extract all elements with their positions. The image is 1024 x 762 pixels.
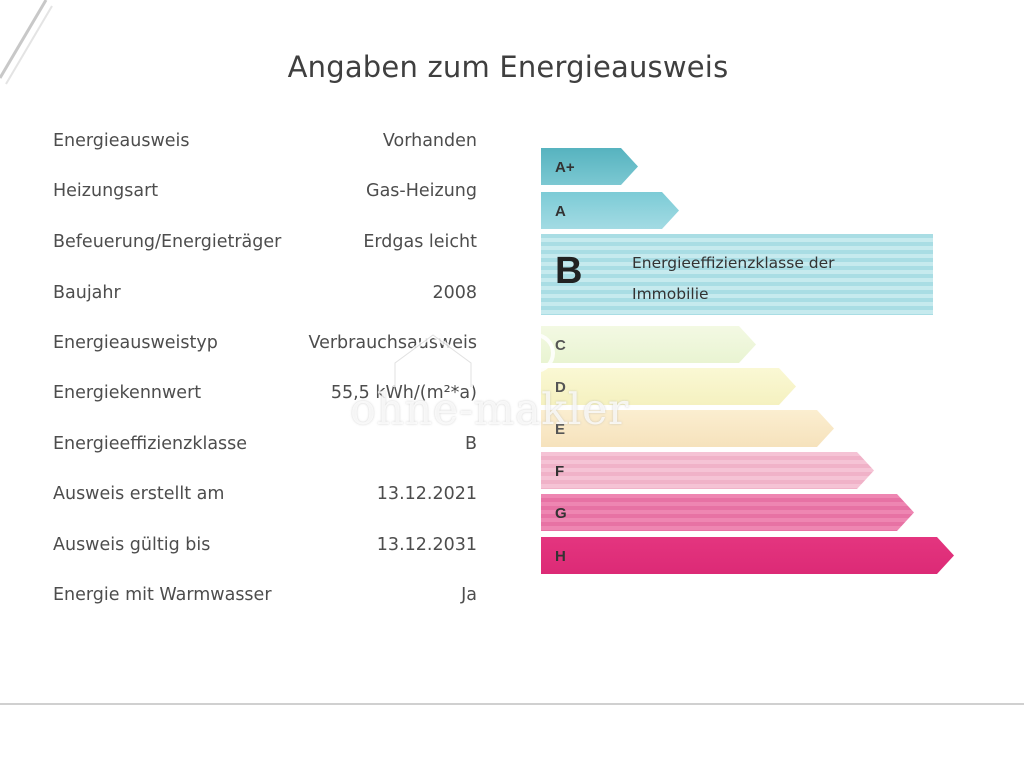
- detail-value: Gas-Heizung: [366, 181, 477, 201]
- detail-label: Energieeffizienzklasse: [53, 434, 248, 454]
- detail-row-warmwasser: Energie mit Warmwasser Ja: [53, 580, 477, 610]
- detail-label: Energie mit Warmwasser: [53, 585, 272, 605]
- detail-label: Energieausweistyp: [53, 333, 218, 353]
- scale-bar-b-current: B Energieeffizienzklasse der Immobilie: [541, 234, 933, 315]
- detail-value: B: [464, 434, 477, 454]
- scale-bar-c: C: [541, 326, 756, 363]
- detail-label: Ausweis gültig bis: [53, 535, 211, 555]
- detail-row-befeuerung: Befeuerung/Energieträger Erdgas leicht: [53, 227, 477, 257]
- scale-bar-f: F: [541, 452, 874, 489]
- detail-label: Energieausweis: [53, 131, 190, 151]
- detail-row-ausweis-erstellt: Ausweis erstellt am 13.12.2021: [53, 479, 477, 509]
- scale-label-g: G: [555, 505, 567, 522]
- detail-label: Heizungsart: [53, 181, 159, 201]
- watermark-logo-icon: [393, 332, 555, 389]
- page-divider: [0, 703, 1024, 705]
- detail-value: Erdgas leicht: [363, 232, 477, 252]
- scale-label-e: E: [555, 421, 566, 438]
- scale-bar-g: G: [541, 494, 914, 531]
- current-class-letter: B: [555, 250, 583, 292]
- detail-row-energiekennwert: Energiekennwert 55,5 kWh/(m²*a): [53, 378, 477, 408]
- detail-row-ausweis-gueltig: Ausweis gültig bis 13.12.2031: [53, 530, 477, 560]
- detail-label: Ausweis erstellt am: [53, 484, 225, 504]
- scale-bar-a: A: [541, 192, 679, 229]
- scale-bar-a-plus: A+: [541, 148, 638, 185]
- detail-row-energieeffizienzklasse: Energieeffizienzklasse B: [53, 429, 477, 459]
- scale-label-a: A: [555, 203, 566, 220]
- detail-value: 2008: [432, 283, 477, 303]
- detail-row-energieausweis: Energieausweis Vorhanden: [53, 126, 477, 156]
- detail-value: 13.12.2021: [376, 484, 477, 504]
- detail-row-baujahr: Baujahr 2008: [53, 278, 477, 308]
- detail-label: Baujahr: [53, 283, 121, 303]
- page-title: Angaben zum Energieausweis: [287, 50, 729, 84]
- scale-label-c: C: [555, 337, 566, 354]
- detail-label: Energiekennwert: [53, 383, 202, 403]
- scale-label-f: F: [555, 463, 565, 480]
- watermark-text: ohne-makler: [350, 385, 629, 435]
- detail-label: Befeuerung/Energieträger: [53, 232, 282, 252]
- scan-edge-mark: [0, 0, 53, 85]
- detail-value: 55,5 kWh/(m²*a): [330, 383, 477, 403]
- scale-label-a-plus: A+: [555, 159, 575, 176]
- scale-bar-e: E: [541, 410, 834, 447]
- current-class-description: Energieeffizienzklasse der Immobilie: [632, 254, 835, 303]
- scale-bar-h: H: [541, 537, 954, 574]
- scale-label-d: D: [555, 379, 566, 396]
- scale-label-h: H: [555, 548, 566, 565]
- detail-value: Vorhanden: [382, 131, 477, 151]
- detail-value: 13.12.2031: [376, 535, 477, 555]
- detail-value: Ja: [461, 585, 477, 605]
- scale-bar-d: D: [541, 368, 796, 405]
- detail-row-heizungsart: Heizungsart Gas-Heizung: [53, 176, 477, 206]
